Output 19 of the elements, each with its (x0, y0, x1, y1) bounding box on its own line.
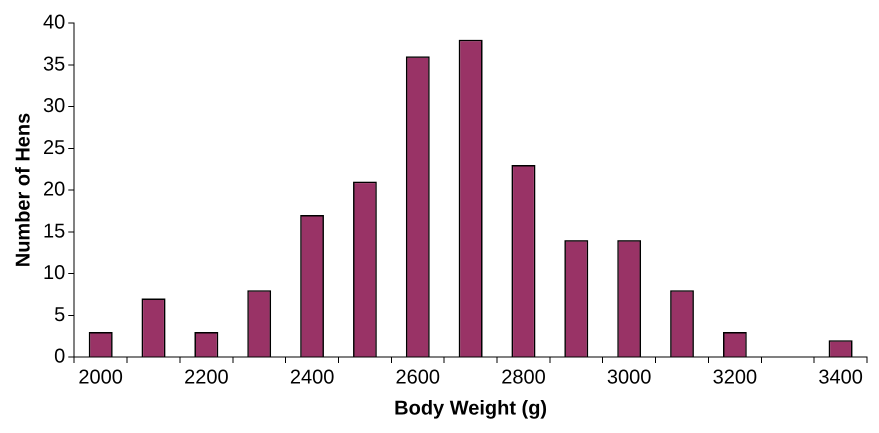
y-tick-label: 25 (42, 136, 66, 159)
y-tick-label: 35 (42, 53, 66, 76)
y-axis-title: Number of Hens (12, 112, 35, 268)
x-tick-label: 2600 (396, 366, 440, 389)
y-tick-label: 15 (42, 220, 66, 242)
y-tick-label: 5 (54, 304, 66, 326)
x-tick-label: 3400 (818, 366, 863, 389)
x-tick-label: 2400 (290, 366, 334, 389)
y-tick-label: 0 (54, 346, 66, 368)
x-tick-label: 2800 (501, 366, 546, 389)
y-tick-label: 30 (42, 95, 66, 118)
y-tick-label: 40 (42, 12, 66, 34)
x-tick-label: 2200 (184, 366, 229, 389)
y-tick-label: 10 (42, 262, 66, 284)
x-tick-label: 3000 (606, 366, 652, 389)
y-tick-label: 20 (42, 178, 66, 201)
x-tick-label: 3200 (712, 366, 758, 389)
x-axis-title: Body Weight (g) (394, 398, 548, 420)
x-tick-label: 2000 (78, 366, 123, 389)
